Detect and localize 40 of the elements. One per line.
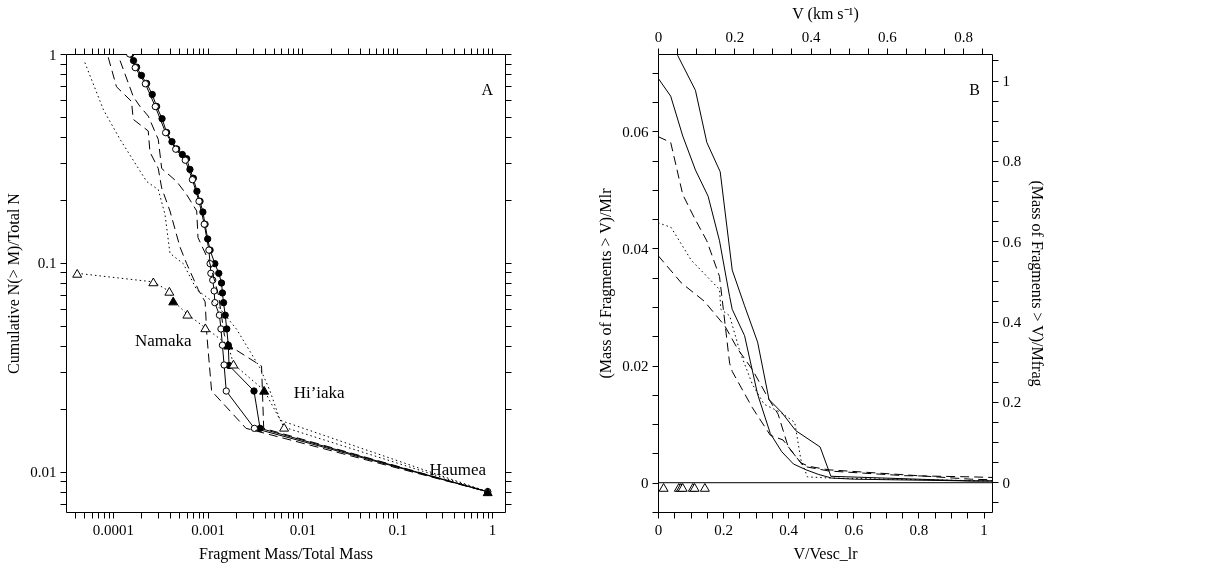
x-axis-title: Fragment Mass/Total Mass — [199, 544, 373, 563]
y-tick-label: 0.06 — [622, 123, 649, 140]
y2-tick-label: 0 — [1002, 474, 1010, 491]
y-tick-label: 0.1 — [37, 255, 57, 272]
annotation: Namaka — [134, 330, 192, 350]
y2-axis-title: (Mass of Fragments > V)/Mfrag — [1028, 180, 1047, 387]
y-tick-label: 0.01 — [30, 464, 57, 481]
x2-tick-label: 0 — [654, 28, 663, 45]
x-tick-label: 0.4 — [779, 521, 799, 538]
x2-tick-label: 0.2 — [725, 28, 745, 45]
y-axis-title: Cumulative N(> M)/Total N — [5, 192, 24, 374]
x-tick-label: 0.8 — [909, 521, 929, 538]
annotation: B — [969, 81, 980, 98]
y-tick-label: 1 — [49, 46, 57, 63]
y2-tick-label: 0.4 — [1002, 314, 1022, 331]
x2-tick-label: 0.6 — [877, 28, 898, 45]
x-tick-label: 0.0001 — [92, 521, 135, 538]
y-tick-label: 0.04 — [622, 240, 649, 257]
x-tick-label: 0.6 — [844, 521, 864, 538]
y-axis-title: (Mass of Fragments > V)/Mlr — [597, 187, 616, 379]
x2-tick-label: 0.4 — [801, 28, 821, 45]
y2-tick-label: 0.8 — [1002, 153, 1022, 170]
annotation: A — [481, 81, 494, 98]
x-axis-title: V/Vesc_lr — [793, 544, 859, 562]
y2-tick-label: 0.6 — [1002, 233, 1022, 250]
y2-tick-label: 0.2 — [1002, 394, 1022, 411]
y-tick-label: 0 — [641, 475, 649, 492]
x2-axis-title: V (km s⁻¹) — [792, 4, 859, 23]
annotation: Hi’iaka — [293, 383, 346, 403]
x-tick-label: 0.01 — [289, 521, 317, 538]
annotation: Haumea — [429, 459, 487, 479]
x-tick-label: 0.001 — [191, 521, 226, 538]
x-tick-label: 0.2 — [714, 521, 733, 538]
x-tick-label: 1 — [488, 521, 497, 538]
x-tick-label: 0 — [654, 521, 663, 538]
y-tick-label: 0.02 — [622, 358, 649, 375]
y2-tick-label: 1 — [1002, 73, 1010, 90]
x2-tick-label: 0.8 — [954, 28, 973, 45]
x-tick-label: 0.1 — [388, 521, 408, 538]
x-tick-label: 1 — [980, 521, 988, 538]
